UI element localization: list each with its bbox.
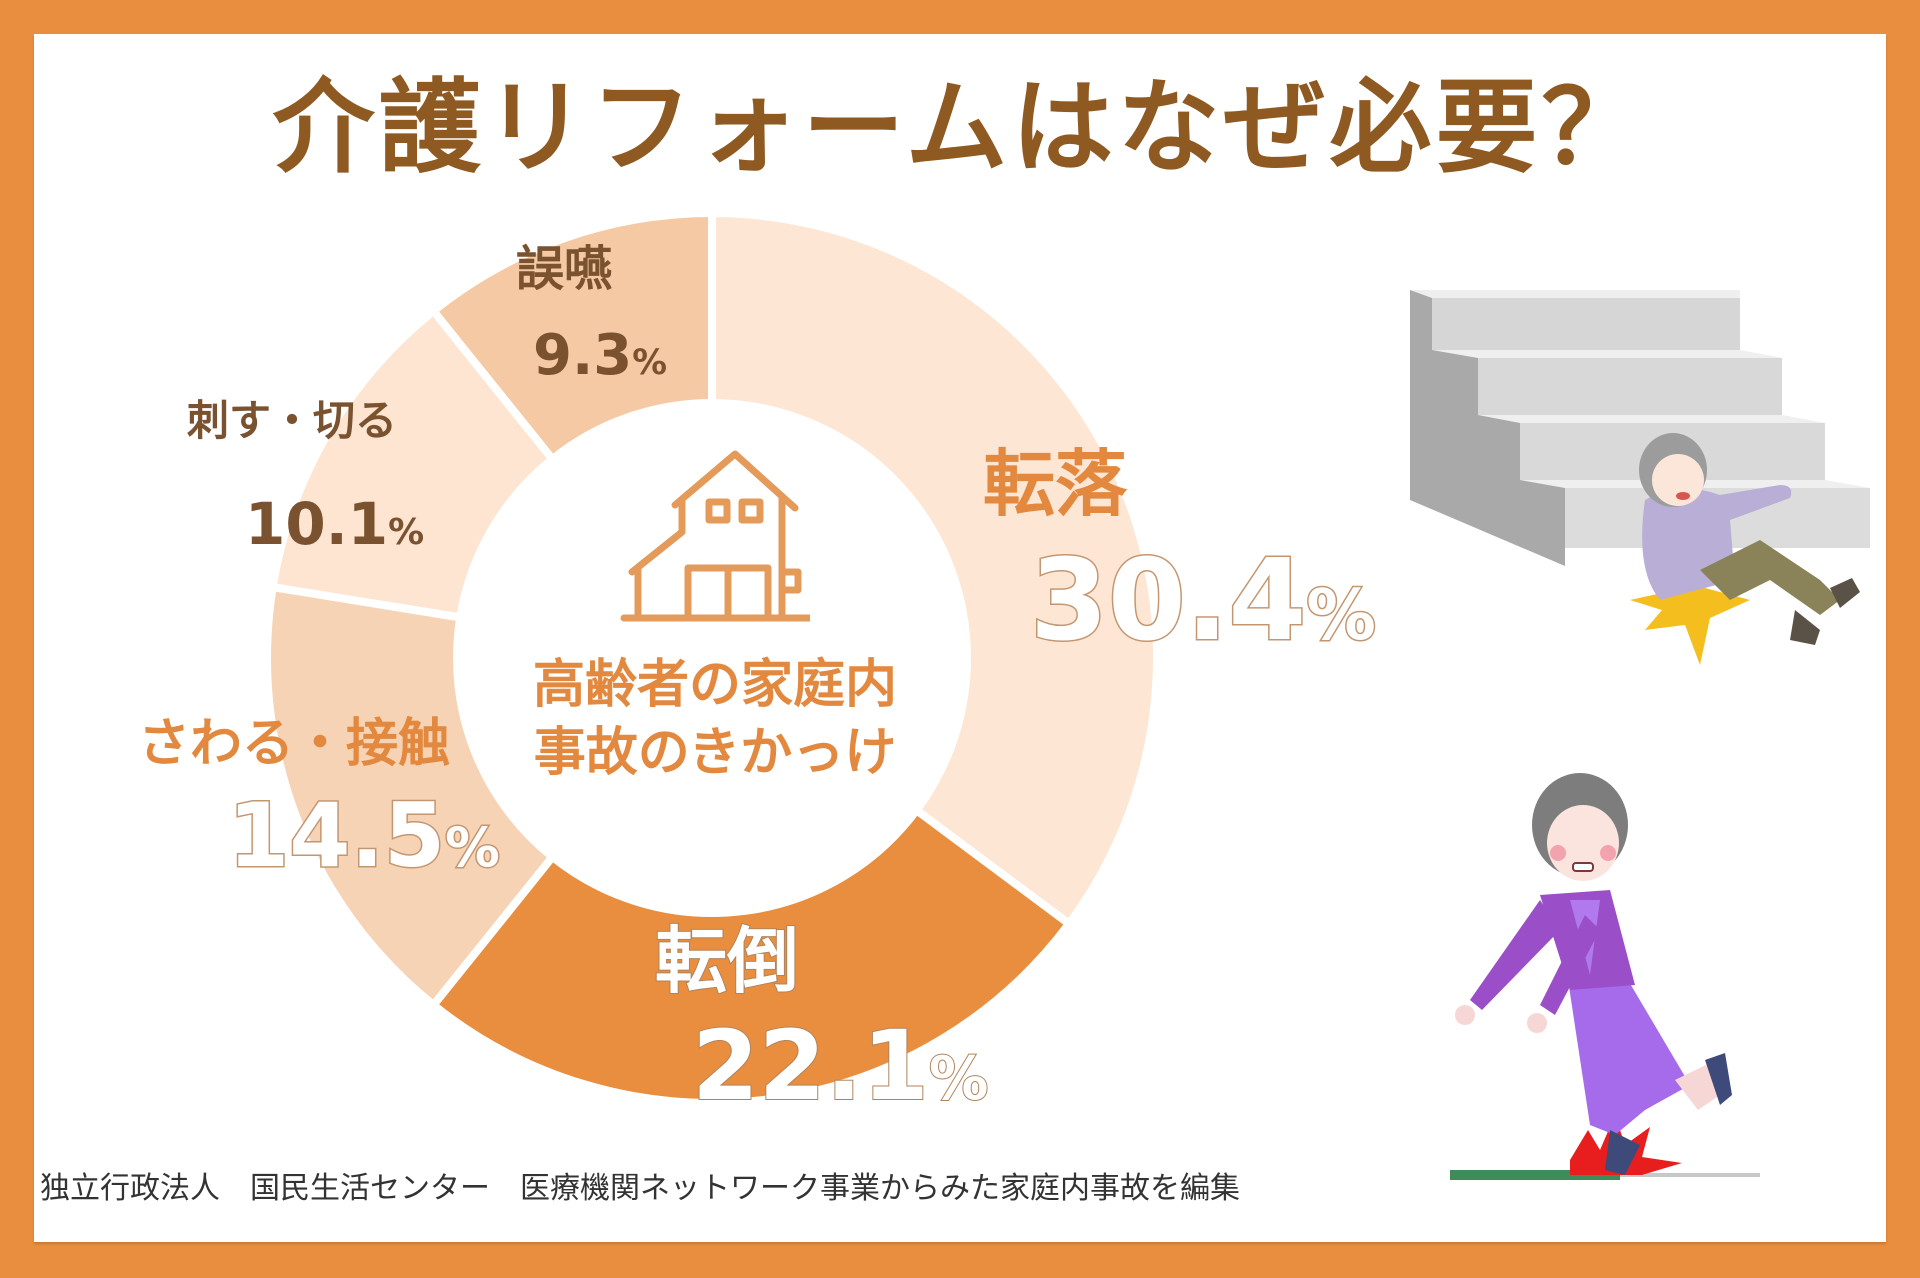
value-text: 30.4 xyxy=(1028,536,1307,666)
percent-sign: % xyxy=(388,512,425,553)
source-citation: 独立行政法人 国民生活センター 医療機関ネットワーク事業からみた家庭内事故を編集 xyxy=(40,1171,1240,1206)
label-fall-stairs-category: 転落 xyxy=(983,442,1128,526)
label-fall-down-value: 22.1% xyxy=(691,1017,990,1115)
value-text: 22.1 xyxy=(691,1010,930,1122)
label-fall-stairs-value: 30.4% xyxy=(1028,544,1378,659)
donut-slice xyxy=(427,208,716,465)
label-touch-category: さわる・接触 xyxy=(138,714,451,774)
value-text: 14.5 xyxy=(226,784,446,887)
label-fall-down-category: 転倒 xyxy=(654,919,800,1003)
percent-sign: % xyxy=(632,343,667,383)
donut-center-caption: 高齢者の家庭内 事故のきかっけ xyxy=(500,652,930,787)
value-text: 9.3 xyxy=(533,323,633,388)
percent-sign: % xyxy=(1305,576,1378,656)
center-caption-line2: 事故のきかっけ xyxy=(533,722,897,783)
label-choke-category: 誤嚥 xyxy=(516,241,613,297)
stairs-fall-illustration xyxy=(1410,290,1870,665)
trip-fall-illustration xyxy=(1450,773,1760,1180)
house-icon xyxy=(620,450,810,622)
label-touch-value: 14.5% xyxy=(226,790,502,881)
page-title: 介護リフォームはなぜ必要？ xyxy=(272,69,1648,188)
donut-slice xyxy=(708,208,1161,930)
center-caption-line1: 高齢者の家庭内 xyxy=(532,655,897,715)
label-cut-value: 10.1% xyxy=(245,495,424,553)
value-text: 10.1 xyxy=(245,490,389,558)
percent-sign: % xyxy=(444,815,502,879)
label-choke-value: 9.3% xyxy=(533,328,667,384)
donut-slice xyxy=(427,804,1075,1107)
label-cut-category: 刺す・切る xyxy=(187,396,398,445)
donut-slice xyxy=(263,582,559,1011)
percent-sign: % xyxy=(928,1045,990,1114)
